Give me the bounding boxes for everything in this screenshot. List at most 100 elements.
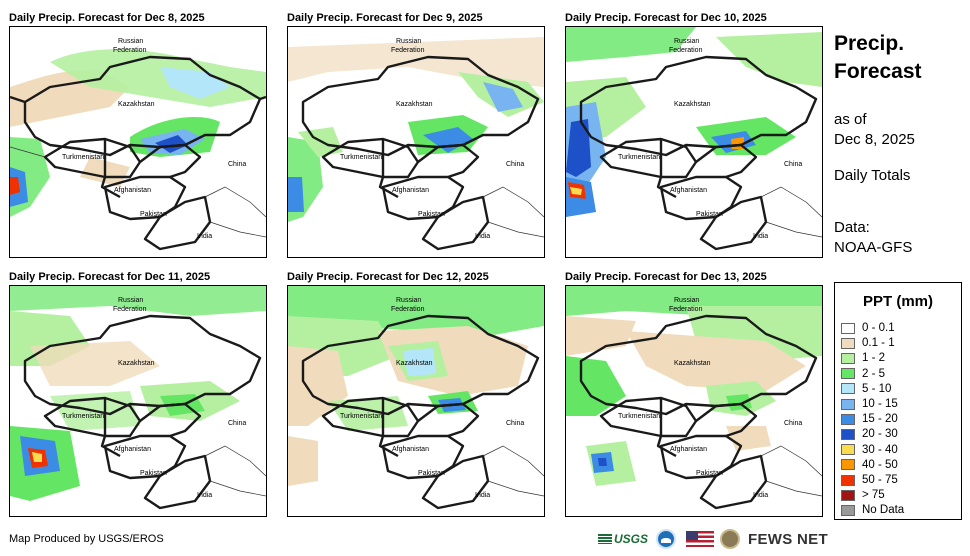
svg-text:Russian: Russian	[674, 297, 699, 304]
forecast-title-line2: Forecast	[834, 60, 922, 83]
legend-label: 5 - 10	[862, 382, 892, 395]
legend-title: PPT (mm)	[862, 293, 933, 310]
legend-label: 0 - 0.1	[862, 322, 895, 334]
legend-label: > 75	[862, 489, 885, 502]
thin-borders	[760, 445, 822, 497]
usaid-seal-icon	[720, 529, 741, 549]
borders-layer	[579, 314, 818, 510]
precip-layer	[10, 286, 266, 501]
legend-swatch	[841, 428, 855, 440]
forecast-map-dec-12: Russian Federation Kazakhstan Turkmenist…	[287, 285, 545, 517]
legend-label: 15 - 20	[862, 413, 898, 426]
legend-label: 20 - 30	[862, 428, 898, 441]
legend-item: 40 - 50	[841, 458, 898, 472]
svg-text:Turkmenistan: Turkmenistan	[340, 154, 382, 161]
legend-item: 50 - 75	[841, 473, 898, 487]
svg-text:India: India	[753, 233, 768, 240]
forecast-map-dec-11: Russian Federation Kazakhstan Turkmenist…	[9, 285, 267, 517]
data-source-label: Data:	[834, 219, 870, 236]
panel-title-1: Daily Precip. Forecast for Dec 8, 2025	[9, 12, 205, 24]
map-canvas: Russian Federation Kazakhstan Turkmenist…	[288, 37, 544, 251]
precip-layer	[288, 286, 544, 486]
legend-swatch	[841, 504, 855, 516]
map-credit: Map Produced by USGS/EROS	[9, 533, 164, 545]
panel-title-3: Daily Precip. Forecast for Dec 10, 2025	[565, 12, 767, 24]
legend-swatch	[841, 474, 855, 486]
svg-text:Afghanistan: Afghanistan	[670, 187, 707, 194]
svg-text:India: India	[197, 233, 212, 240]
svg-text:India: India	[753, 492, 768, 499]
legend-label: 40 - 50	[862, 458, 898, 471]
svg-text:Pakistan: Pakistan	[418, 470, 445, 477]
svg-text:Russian: Russian	[396, 297, 421, 304]
as-of-label: as of	[834, 111, 867, 128]
svg-text:China: China	[228, 420, 246, 427]
svg-text:Federation: Federation	[113, 306, 147, 313]
legend-label: 10 - 15	[862, 398, 898, 410]
legend-item: > 75	[841, 488, 885, 502]
svg-text:Federation: Federation	[113, 47, 147, 54]
svg-text:Pakistan: Pakistan	[140, 470, 167, 477]
precip-layer	[566, 27, 822, 217]
svg-text:Turkmenistan: Turkmenistan	[340, 413, 382, 420]
panel-title-6: Daily Precip. Forecast for Dec 13, 2025	[565, 271, 767, 283]
svg-text:China: China	[506, 161, 524, 168]
svg-text:Kazakhstan: Kazakhstan	[396, 101, 433, 108]
borders-layer	[301, 55, 540, 251]
usgs-wave-icon	[598, 534, 612, 544]
legend-label: 2 - 5	[862, 367, 886, 380]
legend-swatch	[841, 413, 855, 425]
thin-borders	[760, 186, 822, 238]
svg-text:Turkmenistan: Turkmenistan	[62, 154, 104, 161]
legend-item: 2 - 5	[841, 367, 885, 381]
svg-text:Russian: Russian	[118, 297, 143, 304]
svg-text:India: India	[197, 492, 212, 499]
legend-item: 10 - 15	[841, 397, 898, 411]
svg-text:India: India	[475, 492, 490, 499]
legend-swatch	[841, 489, 855, 501]
svg-text:Pakistan: Pakistan	[696, 470, 723, 477]
usgs-text: USGS	[614, 532, 649, 546]
svg-text:Pakistan: Pakistan	[696, 211, 723, 218]
borders-layer	[10, 55, 266, 251]
map-canvas: Russian Federation Kazakhstan Turkmenist…	[10, 38, 266, 251]
country-labels: Russian Federation Kazakhstan Turkmenist…	[62, 38, 246, 240]
map-canvas: Russian Federation Kazakhstan Turkmenist…	[10, 286, 266, 510]
legend-swatch	[841, 398, 855, 410]
thin-borders	[10, 146, 266, 238]
svg-text:China: China	[784, 161, 802, 168]
ppt-legend: PPT (mm) 0 - 0.1 0.1 - 1 1 - 2 2 - 5 5 - 10 1…	[834, 282, 962, 520]
thin-borders	[482, 186, 544, 238]
legend-label: 50 - 75	[862, 474, 898, 486]
svg-text:Afghanistan: Afghanistan	[114, 446, 151, 453]
panel-title-2: Daily Precip. Forecast for Dec 9, 2025	[287, 12, 483, 24]
forecast-map-dec-9: Russian Federation Kazakhstan Turkmenist…	[287, 26, 545, 258]
legend-label: 1 - 2	[862, 352, 886, 365]
svg-text:Russian: Russian	[674, 38, 699, 45]
legend-item: 1 - 2	[841, 351, 885, 365]
svg-text:China: China	[506, 420, 524, 427]
svg-text:China: China	[228, 161, 246, 168]
svg-text:Afghanistan: Afghanistan	[670, 446, 707, 453]
svg-text:Federation: Federation	[391, 47, 425, 54]
thin-borders	[482, 445, 544, 497]
forecast-map-dec-10: Russian Federation Kazakhstan Turkmenist…	[565, 26, 823, 258]
legend-item: 0.1 - 1	[841, 336, 895, 350]
svg-text:Afghanistan: Afghanistan	[392, 446, 429, 453]
forecast-map-dec-8: Russian Federation Kazakhstan Turkmenist…	[9, 26, 267, 258]
country-labels: Russian Federation Kazakhstan Turkmenist…	[618, 38, 802, 240]
legend-swatch	[841, 368, 855, 380]
as-of-date: as of Dec 8, 2025	[834, 110, 915, 150]
fews-net-logo: FEWS NET	[748, 530, 828, 548]
legend-swatch	[841, 383, 855, 395]
svg-text:Kazakhstan: Kazakhstan	[674, 101, 711, 108]
borders-layer	[579, 55, 818, 251]
svg-text:Kazakhstan: Kazakhstan	[674, 360, 711, 367]
country-labels: Russian Federation Kazakhstan Turkmenist…	[618, 297, 802, 499]
forecast-title: Precip. Forecast	[834, 30, 922, 86]
legend-item: 20 - 30	[841, 427, 898, 441]
svg-text:Federation: Federation	[391, 306, 425, 313]
svg-text:Kazakhstan: Kazakhstan	[396, 360, 433, 367]
legend-item: 15 - 20	[841, 412, 898, 426]
map-canvas: Russian Federation Kazakhstan Turkmenist…	[288, 286, 544, 510]
